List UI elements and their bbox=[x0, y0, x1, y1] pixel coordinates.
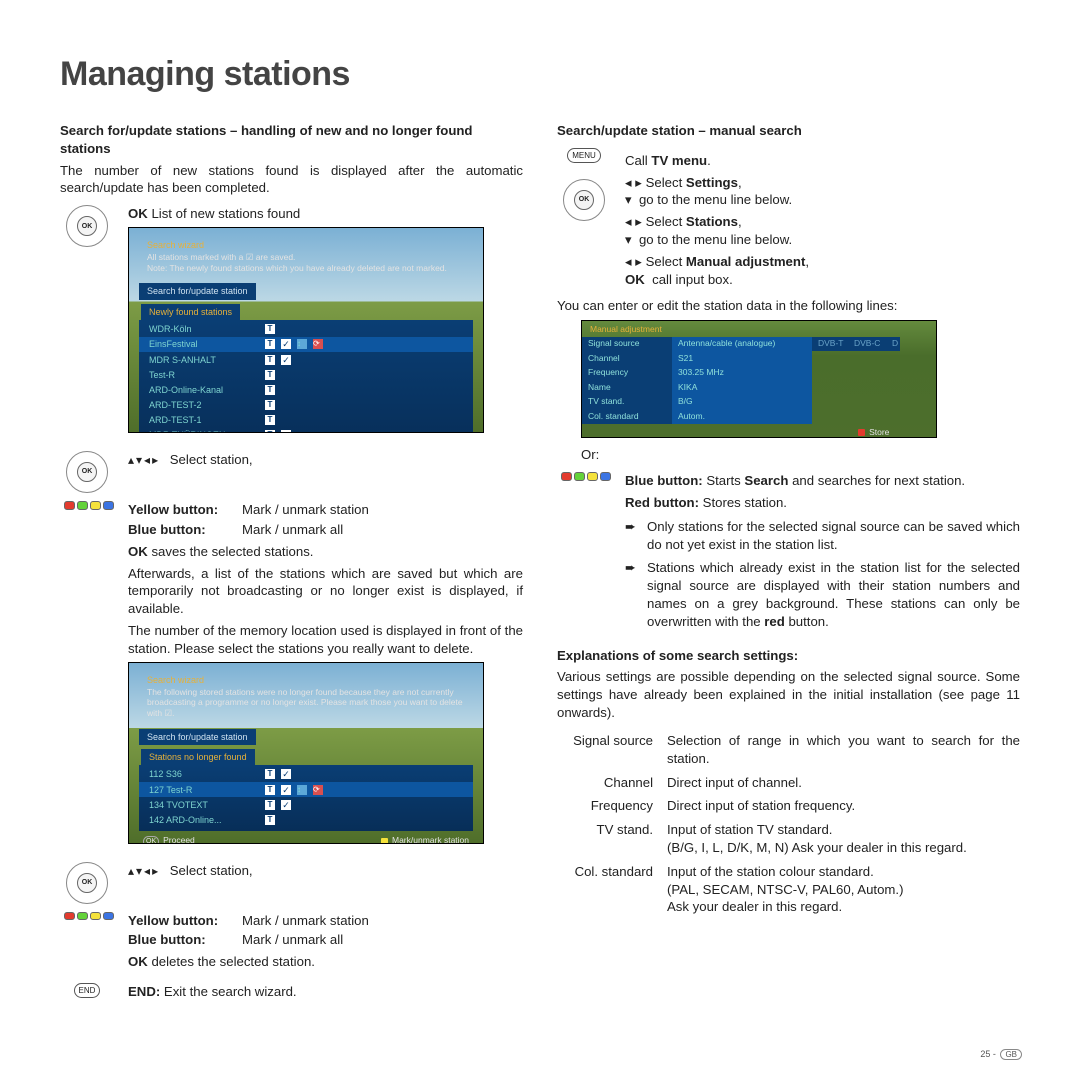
bullet1: Only stations for the selected signal so… bbox=[647, 518, 1020, 554]
station-row: Test-RT bbox=[139, 367, 473, 382]
manual-adjustment-panel: Manual adjustment Signal sourceAntenna/c… bbox=[581, 320, 937, 438]
manual-row: TV stand.B/G bbox=[582, 395, 936, 409]
color-pills bbox=[64, 912, 114, 921]
ok-list-text: List of new stations found bbox=[151, 206, 300, 221]
bluebtn-v: Starts bbox=[706, 473, 744, 488]
sel1b: Settings bbox=[686, 175, 738, 190]
sel3d: call input box. bbox=[652, 272, 733, 287]
bullet2a: Stations which already exist in the stat… bbox=[647, 560, 1020, 628]
sel1c: , bbox=[738, 175, 742, 190]
station-row: 134 TVOTEXTT✓ bbox=[139, 797, 473, 812]
dpad-icon: OK bbox=[563, 179, 605, 221]
tvmenu-text: TV menu bbox=[651, 153, 707, 168]
bluebtn-l: Blue button: bbox=[625, 473, 703, 488]
shot2-note: The following stored stations were no lo… bbox=[139, 687, 473, 725]
station-row: 142 ARD-Online...T bbox=[139, 812, 473, 827]
sel1a: Select bbox=[646, 175, 686, 190]
arrows-icon: ▴▾◂▸ bbox=[128, 863, 160, 879]
manual-hdr: Manual adjustment bbox=[582, 321, 936, 336]
or-text: Or: bbox=[581, 446, 1020, 464]
select-station-text2: Select station, bbox=[170, 863, 253, 878]
shot1-note: All stations marked with a ☑ are saved.N… bbox=[139, 252, 473, 279]
blue-btn-val2: Mark / unmark all bbox=[242, 931, 523, 949]
left-para1: Afterwards, a list of the stations which… bbox=[128, 565, 523, 618]
yellow-btn-val2: Mark / unmark station bbox=[242, 912, 523, 930]
dpad-icon: OK bbox=[66, 451, 108, 493]
right-column: Search/update station – manual search ME… bbox=[557, 122, 1020, 1005]
dpad-icon: OK bbox=[66, 862, 108, 904]
manual-store: Store bbox=[869, 427, 889, 438]
shot1-crumb1: Search for/update station bbox=[139, 283, 256, 299]
bullet2c: button. bbox=[785, 614, 829, 629]
sel3b: Manual adjustment bbox=[686, 254, 805, 269]
station-row: EinsFestivalT✓↕⟳ bbox=[139, 337, 473, 352]
end-button-icon: END bbox=[74, 983, 101, 998]
left-intro: The number of new stations found is disp… bbox=[60, 162, 523, 198]
yellow-btn-label2: Yellow button: bbox=[128, 913, 218, 928]
sel2b: Stations bbox=[686, 214, 738, 229]
bluebtn-vc: and searches for next station. bbox=[788, 473, 965, 488]
manual-row: NameKIKA bbox=[582, 380, 936, 394]
shot2-hdr: Search wizard bbox=[139, 671, 473, 687]
station-row: WDR-KölnT bbox=[139, 322, 473, 337]
shot2-f1a: Proceed bbox=[163, 835, 195, 843]
station-row: ARD-TEST-2T bbox=[139, 397, 473, 412]
explanations-para: Various settings are possible depending … bbox=[557, 668, 1020, 721]
right-heading: Search/update station – manual search bbox=[557, 122, 1020, 140]
tv-screenshot-2: Search wizard The following stored stati… bbox=[128, 662, 484, 844]
color-pills bbox=[561, 472, 611, 481]
sel1d: go to the menu line below. bbox=[639, 192, 792, 207]
station-row: 127 Test-RT✓↕⟳ bbox=[139, 782, 473, 797]
station-row: ARD-Online-KanalT bbox=[139, 382, 473, 397]
redbtn-v: Stores station. bbox=[703, 495, 787, 510]
station-row: MDR S-ANHALTT✓ bbox=[139, 352, 473, 367]
left-para2: The number of the memory location used i… bbox=[128, 622, 523, 658]
manual-row: ChannelS21 bbox=[582, 351, 936, 365]
shot2-crumb1: Search for/update station bbox=[139, 729, 256, 745]
sel3a: Select bbox=[646, 254, 686, 269]
yellow-btn-label: Yellow button: bbox=[128, 502, 218, 517]
manual-row: Signal sourceAntenna/cable (analogue)DVB… bbox=[582, 337, 936, 351]
definition-row: FrequencyDirect input of station frequen… bbox=[557, 797, 1020, 815]
call-text: Call bbox=[625, 153, 651, 168]
yellow-btn-val: Mark / unmark station bbox=[242, 501, 523, 519]
definition-row: Signal sourceSelection of range in which… bbox=[557, 732, 1020, 768]
definition-row: ChannelDirect input of channel. bbox=[557, 774, 1020, 792]
blue-btn-label: Blue button: bbox=[128, 522, 206, 537]
shot1-hdr: Search wizard bbox=[139, 236, 473, 252]
blue-btn-label2: Blue button: bbox=[128, 932, 206, 947]
manual-row: Frequency303.25 MHz bbox=[582, 366, 936, 380]
dpad-icon: OK bbox=[66, 205, 108, 247]
ok-del: deletes the selected station. bbox=[151, 954, 315, 969]
menu-button-icon: MENU bbox=[567, 148, 601, 163]
right-intro2: You can enter or edit the station data i… bbox=[557, 297, 1020, 315]
shot1-crumb2: Newly found stations bbox=[141, 304, 240, 320]
redbtn-l: Red button: bbox=[625, 495, 699, 510]
arrows-icon: ▴▾◂▸ bbox=[128, 452, 160, 468]
select-station-text: Select station, bbox=[170, 452, 253, 467]
manual-row: Col. standardAutom. bbox=[582, 409, 936, 423]
bullet2b: red bbox=[764, 614, 785, 629]
station-row: MDR THÜRINGENT✓ bbox=[139, 428, 473, 433]
sel2a: Select bbox=[646, 214, 686, 229]
blue-btn-val: Mark / unmark all bbox=[242, 521, 523, 539]
tv-screenshot-1: Search wizard All stations marked with a… bbox=[128, 227, 484, 433]
sel2c: , bbox=[738, 214, 742, 229]
color-pills bbox=[64, 501, 114, 510]
definition-row: TV stand.Input of station TV standard.(B… bbox=[557, 821, 1020, 857]
station-row: 112 S36T✓ bbox=[139, 767, 473, 782]
station-row: ARD-TEST-1T bbox=[139, 413, 473, 428]
definition-row: Col. standardInput of the station colour… bbox=[557, 863, 1020, 916]
explanations-heading: Explanations of some search settings: bbox=[557, 647, 1020, 665]
page-title: Managing stations bbox=[60, 55, 1020, 94]
shot2-f2a: Mark/unmark station bbox=[392, 835, 469, 843]
page-footer: 25 - GB bbox=[980, 1049, 1022, 1060]
bluebtn-vb: Search bbox=[744, 473, 788, 488]
left-column: Search for/update stations – handling of… bbox=[60, 122, 523, 1005]
ok-saves: saves the selected stations. bbox=[151, 544, 313, 559]
sel2d: go to the menu line below. bbox=[639, 232, 792, 247]
end-text: Exit the search wizard. bbox=[164, 984, 297, 999]
left-heading: Search for/update stations – handling of… bbox=[60, 122, 523, 158]
shot2-crumb2: Stations no longer found bbox=[141, 749, 255, 765]
